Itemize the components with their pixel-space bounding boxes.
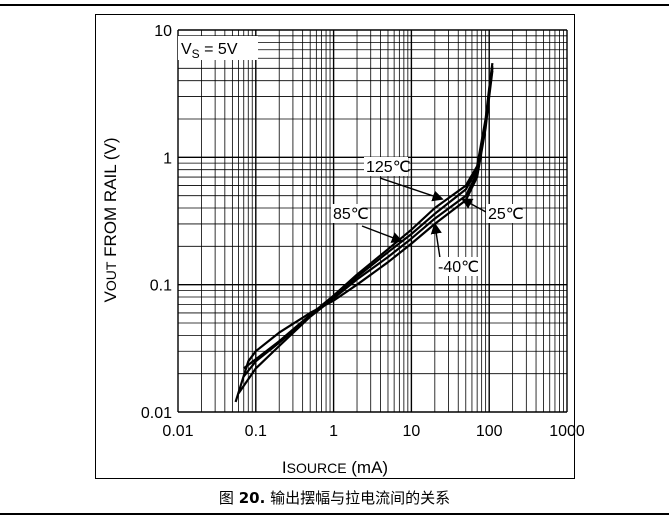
annotation-label-bg <box>436 257 480 276</box>
x-tick-label: 0.1 <box>245 423 267 440</box>
y-tick-label: 0.01 <box>141 405 172 422</box>
y-tick-label: 10 <box>154 23 172 40</box>
y-axis-title: VOUT FROM RAIL (V) <box>101 138 120 303</box>
annotation-arrow <box>361 225 403 243</box>
caption-text: 输出摆幅与拉电流间的关系 <box>270 489 451 507</box>
annotation-label: 25℃ <box>488 206 524 223</box>
annotation-label-bg <box>486 204 520 223</box>
annotation-label: 85℃ <box>333 206 369 223</box>
annotation-label: 125℃ <box>366 159 411 176</box>
y-tick-label: 1 <box>163 150 172 167</box>
x-tick-label: 0.01 <box>162 423 193 440</box>
annotation-label-bg <box>364 157 408 176</box>
annotation-arrow <box>430 222 442 259</box>
x-tick-label: 100 <box>476 423 503 440</box>
condition-label: VS = 5V <box>181 41 238 61</box>
x-tick-label: 10 <box>403 423 421 440</box>
chart-frame <box>95 14 575 479</box>
annotation-label: -40℃ <box>438 259 479 276</box>
annotation-arrow <box>379 177 444 202</box>
x-axis-title: ISOURCE (mA) <box>282 458 388 477</box>
figure-caption: 图 20. 输出摆幅与拉电流间的关系 <box>0 487 669 508</box>
y-tick-label: 0.1 <box>150 278 172 295</box>
condition-label-bg <box>178 36 258 60</box>
top-rule <box>0 4 669 6</box>
tick-label-layer: 0.01 0.1 1 10 100 1000 0.01 0.1 1 10 <box>141 23 585 440</box>
bottom-rule <box>0 513 669 515</box>
series-line <box>234 70 494 403</box>
annotation-arrow <box>460 198 487 213</box>
x-tick-label: 1000 <box>549 423 585 440</box>
x-tick-label: 1 <box>329 423 338 440</box>
series-layer <box>234 62 494 403</box>
caption-number: 20. <box>238 489 266 507</box>
annotation-label-bg <box>331 204 365 223</box>
annotation-layer: 125℃ 25℃ 85℃ -40℃ <box>331 157 524 276</box>
caption-prefix: 图 <box>218 489 234 507</box>
